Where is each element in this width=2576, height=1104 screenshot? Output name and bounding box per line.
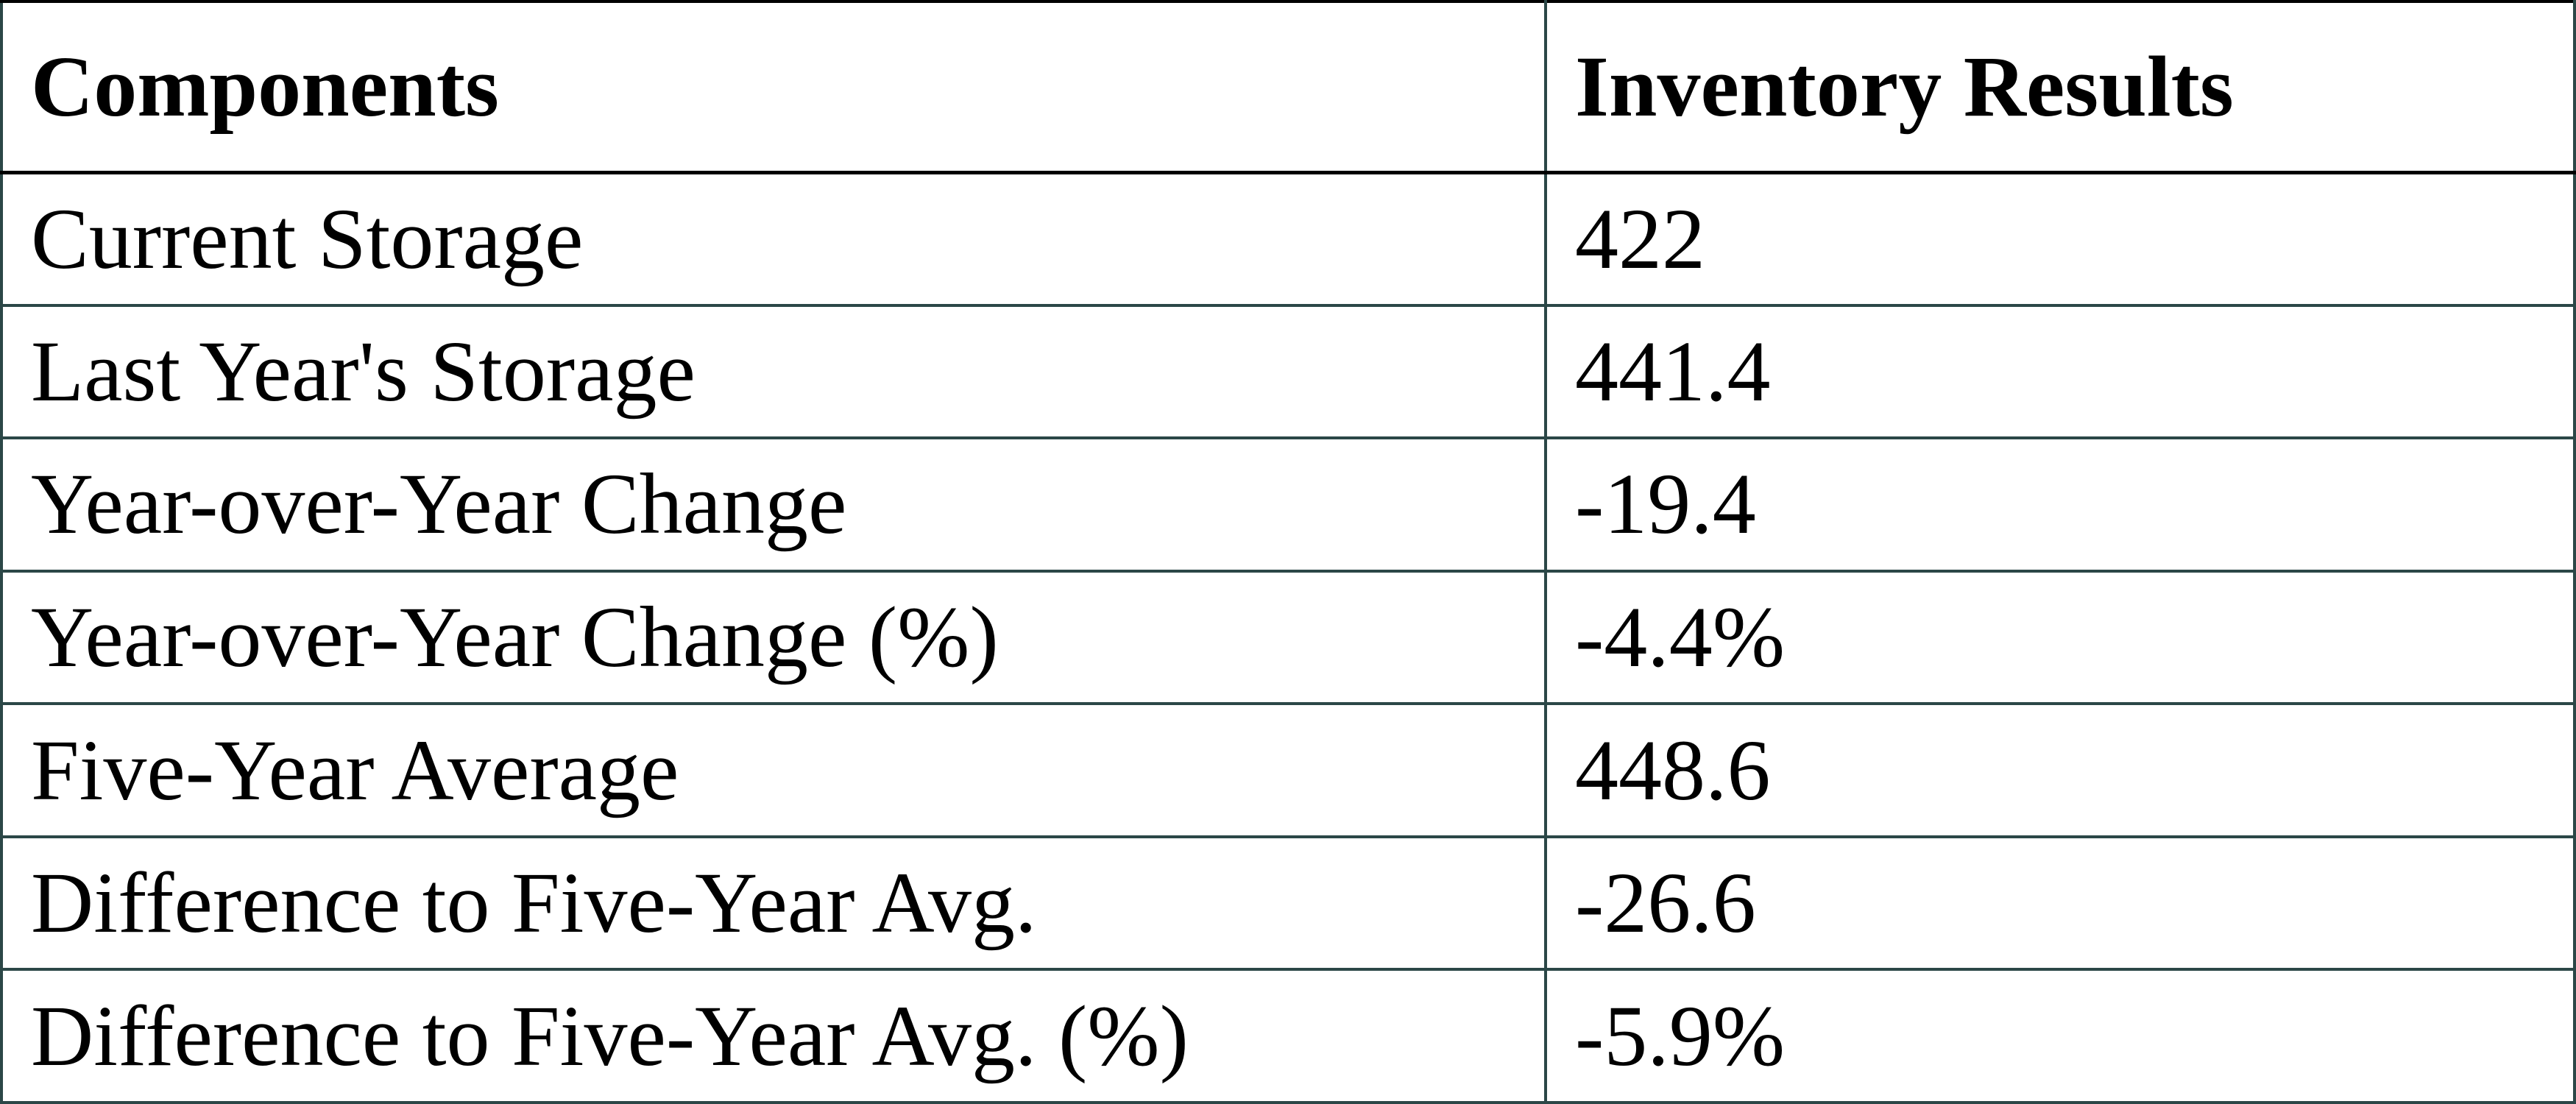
component-cell: Difference to Five-Year Avg. [0,835,1547,972]
table-row: Five-Year Average 448.6 [0,702,2576,838]
header-row: Components Inventory Results [0,0,2576,174]
table-row: Year-over-Year Change -19.4 [0,436,2576,573]
component-cell: Difference to Five-Year Avg. (%) [0,968,1547,1104]
header-cell: Components [0,0,1547,174]
component-cell: Current Storage [0,171,1547,307]
component-cell: Year-over-Year Change [0,436,1547,573]
result-cell: -4.4% [1544,569,2576,706]
result-cell: 441.4 [1544,303,2576,440]
table-row: Current Storage 422 [0,171,2576,307]
table-row: Difference to Five-Year Avg. (%) -5.9% [0,968,2576,1104]
table-row: Difference to Five-Year Avg. -26.6 [0,835,2576,972]
result-cell: 448.6 [1544,702,2576,838]
component-cell: Last Year's Storage [0,303,1547,440]
table-row: Year-over-Year Change (%) -4.4% [0,569,2576,706]
result-cell: 422 [1544,171,2576,307]
table-row: Last Year's Storage 441.4 [0,303,2576,440]
header-cell: Inventory Results [1544,0,2576,174]
table-body: Current Storage 422 Last Year's Storage 441… [0,171,2576,1104]
result-cell: -26.6 [1544,835,2576,972]
component-cell: Five-Year Average [0,702,1547,838]
result-cell: -19.4 [1544,436,2576,573]
result-cell: -5.9% [1544,968,2576,1104]
component-cell: Year-over-Year Change (%) [0,569,1547,706]
